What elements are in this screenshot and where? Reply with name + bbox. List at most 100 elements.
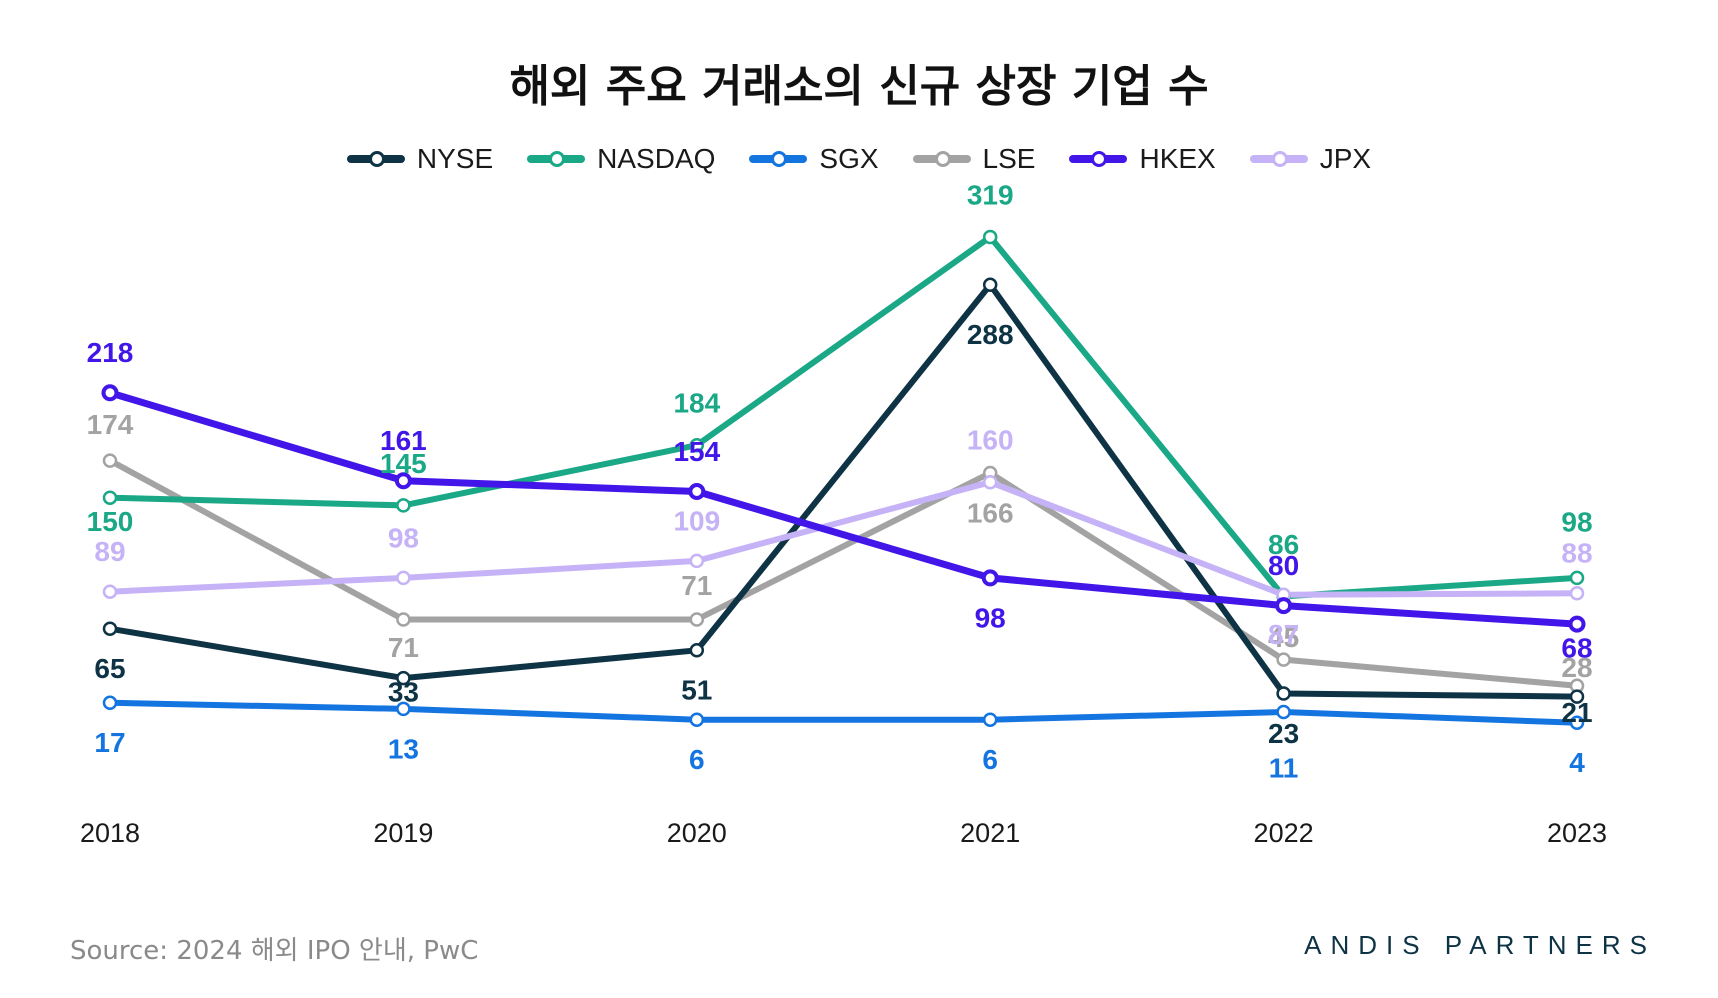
data-point-jpx-2019 <box>396 570 411 586</box>
series-line-nasdaq <box>107 234 1580 600</box>
data-label-jpx-2021: 160 <box>967 425 1014 456</box>
data-label-nasdaq-2021: 319 <box>967 179 1014 210</box>
legend-swatch-lse <box>912 151 971 167</box>
data-label-jpx-2023: 88 <box>1561 538 1592 569</box>
legend-label-jpx: JPX <box>1319 143 1372 174</box>
data-point-nasdaq-2018 <box>102 490 118 505</box>
legend-label-lse: LSE <box>982 143 1036 174</box>
data-point-nyse-2021 <box>982 277 998 293</box>
chart-title: 해외 주요 거래소의 신규 상장 기업 수 <box>509 61 1209 112</box>
data-point-lse-2018 <box>102 453 118 468</box>
data-point-hkex-2018 <box>101 384 119 402</box>
data-point-hkex-2019 <box>394 472 412 490</box>
data-point-nyse-2022 <box>1276 686 1291 701</box>
data-label-jpx-2018: 89 <box>94 536 125 567</box>
data-label-nasdaq-2022: 86 <box>1268 529 1299 560</box>
x-tick-label-2021: 2021 <box>960 818 1020 848</box>
data-label-hkex-2018: 218 <box>87 337 134 368</box>
data-label-nyse-2023: 21 <box>1561 697 1592 728</box>
data-label-nyse-2020: 51 <box>681 675 712 706</box>
legend-label-nyse: NYSE <box>416 143 494 174</box>
legend-item-nasdaq: NASDAQ <box>527 143 715 175</box>
data-label-nasdaq-2023: 98 <box>1561 506 1592 537</box>
legend-marker-icon <box>771 151 788 167</box>
data-label-sgx-2021: 6 <box>982 744 998 775</box>
legend-swatch-sgx <box>749 151 808 167</box>
data-point-lse-2022 <box>1276 652 1291 667</box>
data-label-hkex-2023: 68 <box>1561 632 1592 663</box>
data-label-jpx-2019: 98 <box>388 522 419 553</box>
data-point-sgx-2019 <box>396 701 411 717</box>
series-line-jpx <box>107 479 1580 598</box>
data-point-hkex-2022 <box>1275 597 1293 615</box>
data-label-lse-2020: 71 <box>681 570 712 601</box>
legend-swatch-nasdaq <box>527 151 586 167</box>
data-label-lse-2018: 174 <box>87 409 134 440</box>
legend-swatch-hkex <box>1069 151 1128 167</box>
data-label-nyse-2019: 33 <box>388 676 419 707</box>
legend-marker-icon <box>368 151 385 167</box>
x-tick-label-2018: 2018 <box>80 818 140 848</box>
data-point-jpx-2020 <box>689 553 705 569</box>
data-label-sgx-2023: 4 <box>1569 747 1585 778</box>
x-tick-label-2022: 2022 <box>1254 818 1314 848</box>
data-label-lse-2021: 166 <box>967 497 1014 528</box>
data-point-nyse-2023 <box>1569 689 1585 704</box>
data-label-nyse-2018: 65 <box>94 653 125 684</box>
data-label-jpx-2020: 109 <box>673 505 720 536</box>
data-label-lse-2023: 28 <box>1561 652 1592 683</box>
legend-item-nyse: NYSE <box>346 143 494 175</box>
data-point-hkex-2023 <box>1568 615 1586 633</box>
data-point-hkex-2021 <box>981 569 999 587</box>
data-label-nasdaq-2019: 145 <box>380 448 427 479</box>
data-label-lse-2022: 45 <box>1268 622 1299 653</box>
data-point-nasdaq-2020 <box>689 437 705 453</box>
data-point-hkex-2020 <box>688 483 706 500</box>
data-point-jpx-2023 <box>1569 586 1585 601</box>
data-label-sgx-2019: 13 <box>388 733 419 764</box>
series-line-sgx <box>107 699 1580 726</box>
legend-item-hkex: HKEX <box>1069 143 1216 175</box>
data-point-lse-2019 <box>396 612 411 627</box>
legend-swatch-jpx <box>1249 151 1308 167</box>
data-point-sgx-2021 <box>982 712 998 727</box>
data-label-hkex-2019: 161 <box>380 425 427 456</box>
legend-marker-icon <box>1091 151 1108 167</box>
legend-marker-icon <box>1271 151 1288 167</box>
data-point-sgx-2022 <box>1276 704 1291 720</box>
x-tick-label-2020: 2020 <box>667 818 727 848</box>
data-point-sgx-2023 <box>1569 715 1585 731</box>
data-label-sgx-2022: 11 <box>1269 752 1299 783</box>
legend-item-jpx: JPX <box>1249 143 1372 175</box>
data-label-hkex-2022: 80 <box>1268 550 1299 581</box>
data-label-jpx-2022: 87 <box>1268 619 1299 650</box>
data-label-nasdaq-2020: 184 <box>673 388 720 419</box>
legend-label-hkex: HKEX <box>1139 143 1216 174</box>
legend-marker-icon <box>549 151 566 167</box>
x-tick-label-2019: 2019 <box>373 818 433 848</box>
data-point-lse-2020 <box>689 612 705 627</box>
legend-label-nasdaq: NASDAQ <box>597 143 716 174</box>
legend-marker-icon <box>934 151 951 167</box>
data-point-jpx-2018 <box>102 584 118 599</box>
data-point-nyse-2019 <box>396 670 411 686</box>
data-point-sgx-2020 <box>689 712 705 727</box>
series-line-lse <box>107 457 1580 689</box>
data-label-hkex-2021: 98 <box>975 602 1006 633</box>
data-label-sgx-2018: 17 <box>94 727 125 758</box>
legend-label-sgx: SGX <box>819 143 879 174</box>
brand-logo-text: ANDIS PARTNERS <box>1304 930 1656 960</box>
data-label-nyse-2021: 288 <box>967 319 1014 350</box>
series-line-nyse <box>107 281 1580 700</box>
legend-item-lse: LSE <box>912 143 1036 175</box>
data-point-nyse-2018 <box>102 621 118 636</box>
legend-item-sgx: SGX <box>749 143 879 175</box>
data-label-hkex-2020: 154 <box>673 436 720 467</box>
data-label-nyse-2022: 23 <box>1268 718 1299 749</box>
data-point-nasdaq-2023 <box>1569 570 1585 586</box>
data-label-sgx-2020: 6 <box>689 744 705 775</box>
data-point-sgx-2018 <box>102 695 118 711</box>
data-point-nasdaq-2021 <box>982 229 998 245</box>
chart-legend: NYSE NASDAQ SGX LSE HKEX JPX <box>0 143 1718 175</box>
